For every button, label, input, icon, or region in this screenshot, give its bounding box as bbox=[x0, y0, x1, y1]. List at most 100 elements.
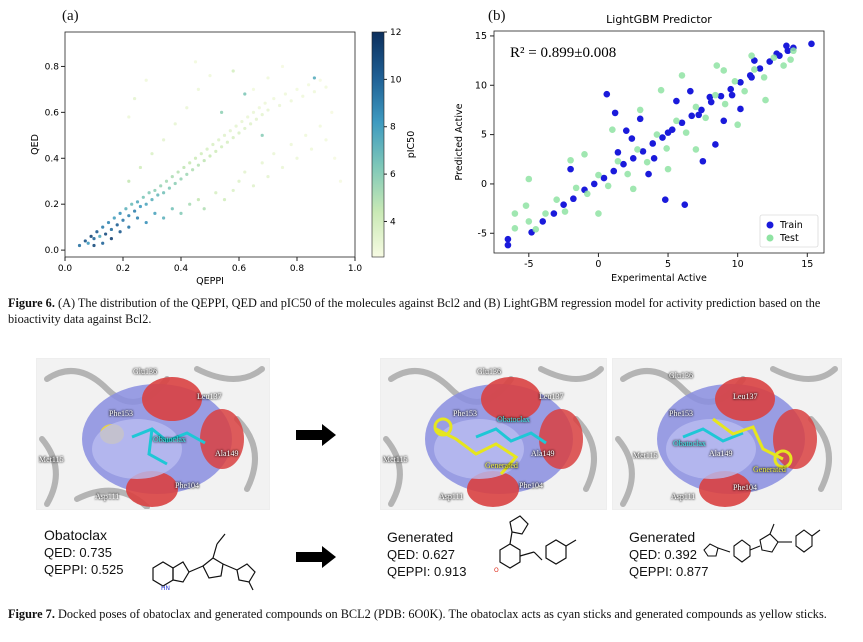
train-point bbox=[639, 148, 647, 155]
train-point bbox=[706, 93, 714, 101]
test-point bbox=[751, 66, 758, 73]
data-point bbox=[173, 122, 177, 126]
qed-value: QED: 0.392 bbox=[629, 547, 697, 562]
train-point bbox=[590, 180, 598, 188]
data-point bbox=[205, 147, 209, 151]
residue-label: Generated bbox=[753, 465, 786, 474]
test-point bbox=[713, 62, 721, 69]
data-point bbox=[240, 119, 244, 124]
test-point bbox=[692, 103, 700, 111]
train-point bbox=[560, 201, 567, 208]
data-point bbox=[202, 158, 206, 163]
train-point bbox=[808, 40, 815, 48]
data-point bbox=[304, 133, 308, 137]
molecule-structure-obatoclax: HN bbox=[152, 533, 256, 592]
train-point bbox=[678, 119, 686, 127]
protein-surface-illustration bbox=[381, 359, 606, 509]
compound-stats-generated-1: Generated QED: 0.627 QEPPI: 0.913 bbox=[387, 529, 467, 580]
train-point bbox=[728, 91, 736, 99]
data-point bbox=[135, 216, 140, 220]
dock-image-generated-1: Glu136 Leu137 Phe153 Obatoclax Met115 Al… bbox=[380, 358, 607, 510]
train-point bbox=[570, 195, 577, 203]
figure6-caption-title: Figure 6. bbox=[8, 296, 55, 310]
dock-image-obatoclax: Glu136 Leu137 Phe153 Obatoclax Met115 Al… bbox=[36, 358, 270, 510]
compound-name: Generated bbox=[629, 529, 696, 545]
train-point bbox=[649, 140, 657, 147]
data-point bbox=[86, 241, 90, 245]
data-point bbox=[295, 156, 299, 160]
test-point bbox=[614, 157, 622, 165]
r-squared-annotation: R² = 0.899±0.008 bbox=[510, 45, 616, 61]
train-point bbox=[600, 174, 608, 182]
molecule-structure-generated-2 bbox=[703, 523, 821, 563]
data-point bbox=[196, 87, 200, 91]
train-point bbox=[664, 129, 672, 136]
test-point bbox=[525, 175, 533, 183]
data-point bbox=[257, 106, 261, 110]
data-point bbox=[228, 129, 232, 133]
data-point bbox=[301, 94, 305, 98]
residue-label: Met115 bbox=[39, 455, 64, 464]
residue-label: Leu137 bbox=[539, 392, 564, 401]
data-point bbox=[153, 188, 157, 193]
data-point bbox=[289, 99, 293, 103]
figure7-caption-text: Docked poses of obatoclax and generated … bbox=[54, 607, 827, 621]
panel-a-label: (a) bbox=[62, 8, 79, 24]
data-point bbox=[263, 101, 267, 105]
data-point bbox=[272, 152, 276, 156]
data-point bbox=[280, 165, 285, 170]
train-point bbox=[550, 210, 558, 217]
plot-frame bbox=[64, 31, 356, 258]
y-tick-label: 10 bbox=[475, 80, 487, 91]
data-point bbox=[333, 156, 337, 160]
data-point bbox=[246, 115, 250, 119]
qeppi-value: QEPPI: 0.525 bbox=[44, 562, 124, 577]
x-tick-label: 5 bbox=[665, 259, 671, 270]
y-axis-label: Predicted Active bbox=[454, 103, 465, 180]
test-point bbox=[572, 184, 580, 192]
data-point bbox=[127, 115, 131, 119]
data-point bbox=[214, 149, 218, 153]
test-point bbox=[657, 86, 665, 94]
data-point bbox=[196, 163, 200, 167]
data-point bbox=[173, 181, 177, 186]
data-point bbox=[170, 207, 174, 211]
test-point bbox=[790, 47, 797, 55]
data-point bbox=[237, 131, 241, 135]
residue-label: Glu136 bbox=[133, 367, 157, 376]
protein-surface-illustration bbox=[613, 359, 841, 509]
data-point bbox=[176, 170, 180, 174]
train-point bbox=[681, 201, 689, 208]
data-point bbox=[211, 142, 215, 147]
test-point bbox=[604, 182, 612, 190]
data-point bbox=[162, 216, 166, 220]
data-point bbox=[112, 216, 116, 220]
data-point bbox=[312, 90, 316, 94]
data-point bbox=[162, 138, 166, 142]
x-axis-label: Experimental Active bbox=[611, 273, 707, 284]
y-tick-label: 0 bbox=[481, 179, 487, 190]
data-point bbox=[307, 83, 311, 87]
data-point bbox=[133, 209, 137, 213]
data-point bbox=[199, 152, 203, 156]
test-point bbox=[692, 146, 700, 153]
data-point bbox=[167, 186, 171, 190]
data-point bbox=[231, 69, 235, 73]
train-point bbox=[766, 58, 773, 65]
data-point bbox=[208, 74, 212, 78]
data-point bbox=[133, 96, 137, 101]
data-point bbox=[124, 207, 128, 211]
data-point bbox=[266, 108, 270, 112]
x-tick-label: 15 bbox=[801, 259, 813, 270]
data-point bbox=[118, 211, 122, 215]
data-point bbox=[106, 220, 111, 225]
train-point bbox=[622, 127, 630, 134]
train-point bbox=[720, 117, 728, 125]
residue-label: Glu136 bbox=[669, 371, 693, 380]
test-point bbox=[583, 190, 591, 198]
residue-label: Glu136 bbox=[477, 367, 501, 376]
data-point bbox=[92, 237, 96, 241]
data-point bbox=[193, 60, 198, 64]
test-point bbox=[734, 121, 741, 129]
y-tick-label: 15 bbox=[475, 31, 487, 42]
